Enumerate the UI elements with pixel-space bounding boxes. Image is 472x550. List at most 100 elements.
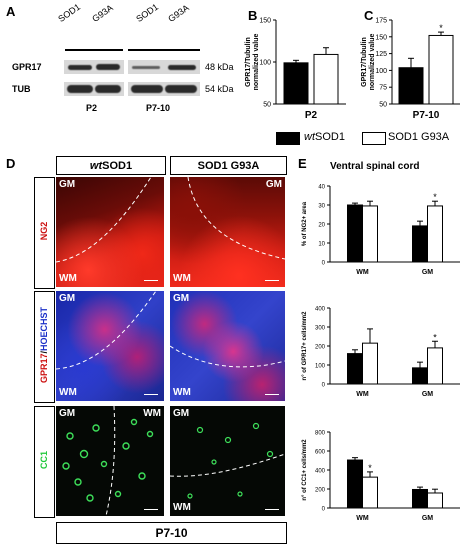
y-axis-label-line: normalized value	[369, 33, 376, 90]
significance-star: *	[368, 463, 372, 473]
legend-swatch-g93a	[362, 132, 386, 145]
y-tick-label: 125	[375, 51, 387, 58]
significance-star: *	[433, 192, 437, 202]
bar	[362, 205, 378, 263]
lane-label-sod1-p2: SOD1	[56, 1, 83, 24]
label-gm: GM	[59, 408, 76, 419]
label-gm: GM	[265, 179, 282, 190]
row-label-gpr17: GPR17	[12, 62, 42, 72]
y-tick-label: 300	[315, 326, 326, 332]
row-label-box-cc1	[34, 406, 55, 518]
bar	[362, 476, 378, 509]
y-tick-label: 50	[263, 102, 271, 109]
lane-label-g93a-p2: G93A	[90, 2, 115, 24]
label-gm: GM	[59, 293, 76, 304]
y-tick-label: 10	[318, 242, 325, 248]
micrograph-gpr17-wt: GM WM	[56, 291, 164, 401]
blot-tub-p7	[128, 82, 200, 96]
y-tick-label: 100	[315, 364, 326, 370]
panel-e-title: Ventral spinal cord	[330, 161, 420, 172]
micrograph-gpr17-g93a: GM WM	[170, 291, 285, 401]
y-tick-label: 600	[315, 450, 326, 456]
x-axis-label: P2	[305, 110, 318, 121]
label-wm: WM	[173, 502, 191, 513]
y-axis-label: n° of CC1+ cells/mm2	[302, 439, 308, 501]
chart-e2: 0 100 200 300 400 n° of GPR17+ cells/mm2 WM * GM	[302, 307, 460, 398]
lane-bar-p2	[65, 49, 123, 51]
y-tick-label: 150	[259, 18, 271, 25]
bar	[398, 67, 424, 105]
bar	[347, 353, 363, 385]
label-wm: WM	[59, 387, 77, 398]
bar	[362, 342, 378, 385]
bar	[428, 34, 454, 105]
lane-label-sod1-p7: SOD1	[134, 1, 161, 24]
legend-label-wt: wtSOD1	[304, 131, 345, 143]
panel-e-letter: E	[298, 156, 307, 171]
y-tick-label: 175	[375, 18, 387, 25]
x-tick-label: GM	[422, 391, 433, 398]
micrograph-ng2-g93a: GM WM	[170, 177, 285, 287]
row-label-gpr17-hoechst: GPR17/HOECHST	[39, 306, 49, 384]
group-label-p7: P7-10	[146, 103, 171, 113]
legend: wtSOD1 SOD1 G93A	[276, 130, 472, 146]
bar	[412, 225, 428, 263]
header-g93a: SOD1 G93A	[170, 156, 287, 175]
chart-e1: 0 10 20 30 40 % of NG2+ area WM * GM	[302, 185, 460, 276]
legend-label-g93a: SOD1 G93A	[388, 131, 450, 143]
chart-b: 50 100 150 GPR17/Tubulinnormalized value P2	[245, 18, 346, 121]
chart-e3: 0 200 400 600 800 n° of CC1+ cells/mm2 * WM GM	[302, 431, 460, 522]
legend-swatch-wt	[276, 132, 300, 145]
label-gm: GM	[173, 408, 190, 419]
significance-star: *	[439, 23, 443, 33]
x-axis-label: P7-10	[413, 110, 440, 121]
chart-c: 50 75 100 125 150 175 GPR17/Tubulinnormalized …	[361, 18, 460, 121]
label-wm: WM	[173, 273, 191, 284]
scale-bar	[265, 280, 279, 281]
blot-gpr17-p7	[128, 60, 200, 74]
panel-a-letter: A	[6, 4, 16, 19]
y-tick-label: 30	[318, 204, 325, 210]
y-axis-label-line: normalized value	[253, 33, 260, 90]
x-tick-label: WM	[356, 269, 369, 276]
y-tick-label: 200	[315, 345, 326, 351]
scale-bar	[144, 509, 158, 510]
bar	[412, 488, 428, 509]
panel-b-letter: B	[248, 8, 258, 23]
row-label-ng2: NG2	[39, 221, 49, 241]
bar	[427, 205, 443, 263]
y-tick-label: 75	[379, 85, 387, 92]
y-tick-label: 400	[315, 469, 326, 475]
label-gm: GM	[59, 179, 76, 190]
y-tick-label: 150	[375, 34, 387, 41]
bar	[427, 492, 443, 509]
y-axis-label: n° of GPR17+ cells/mm2	[302, 311, 308, 381]
x-tick-label: GM	[422, 515, 433, 522]
micrograph-ng2-wt: GM WM	[56, 177, 164, 287]
y-tick-label: 40	[318, 185, 325, 191]
y-tick-label: 400	[315, 307, 326, 313]
blot-gpr17-p2	[64, 60, 124, 74]
lane-bar-p7	[128, 49, 200, 51]
label-wm: WM	[143, 408, 161, 419]
kda-48: 48 kDa	[205, 62, 234, 72]
y-axis-label-line: GPR17/Tubulin	[361, 37, 368, 87]
y-tick-label: 0	[322, 383, 326, 389]
bar	[347, 459, 363, 509]
header-wt: wt SOD1	[56, 156, 166, 175]
x-tick-label: WM	[356, 391, 369, 398]
y-tick-label: 100	[375, 68, 387, 75]
panel-d-letter: D	[6, 156, 16, 171]
y-axis-label-line: GPR17/Tubulin	[245, 37, 252, 87]
significance-star: *	[433, 332, 437, 342]
y-tick-label: 20	[318, 223, 325, 229]
y-tick-label: 800	[315, 431, 326, 437]
bar	[427, 347, 443, 385]
scale-bar	[144, 394, 158, 395]
blot-tub-p2	[64, 82, 124, 96]
row-label-box-gpr17	[34, 291, 55, 403]
bar	[313, 53, 339, 105]
label-wm: WM	[173, 387, 191, 398]
bar	[283, 62, 309, 105]
row-label-box-ng2	[34, 177, 55, 289]
